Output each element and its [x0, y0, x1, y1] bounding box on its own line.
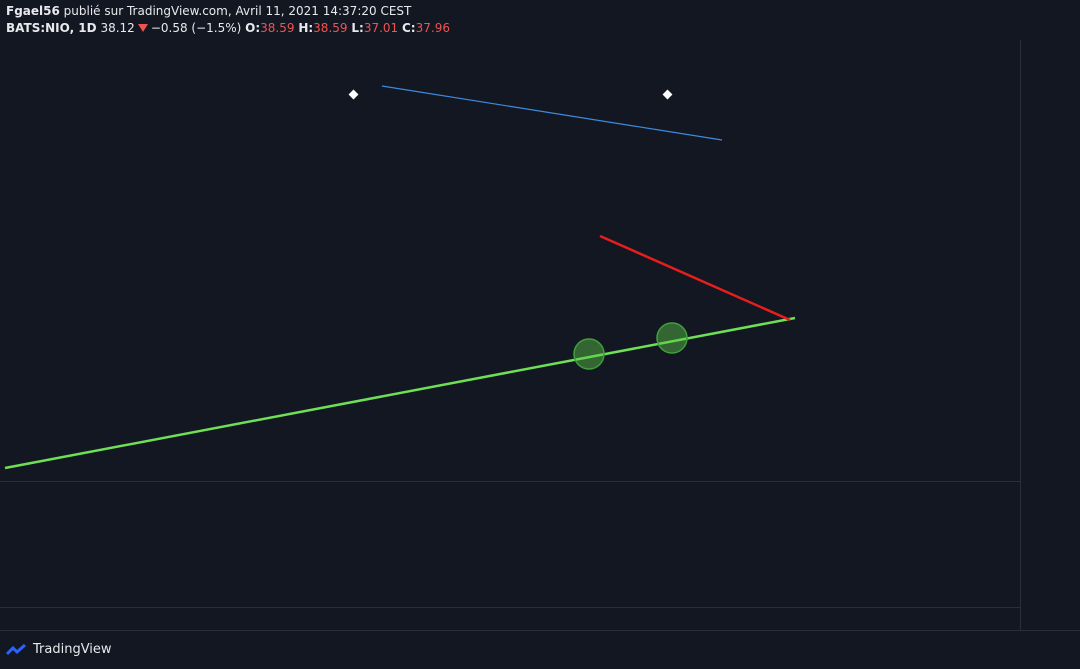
down-arrow — [137, 24, 148, 32]
high-label: H: — [298, 21, 314, 35]
header: Fgael56 publié sur TradingView.com, Avri… — [6, 3, 450, 37]
quote-line: BATS:NIO, 1D 38.12 −0.58 (−1.5%) O:38.59 … — [6, 20, 450, 37]
publish-line: Fgael56 publié sur TradingView.com, Avri… — [6, 3, 450, 20]
close-label: C: — [402, 21, 416, 35]
touch-circle — [573, 338, 605, 370]
brand: TradingView — [33, 642, 112, 657]
touch-circle — [656, 322, 688, 354]
change: −0.58 (−1.5%) — [150, 21, 242, 35]
low-label: L: — [351, 21, 364, 35]
diamond-marker — [662, 89, 673, 100]
support-trendline — [4, 316, 796, 470]
logo — [6, 643, 26, 655]
footer: TradingView — [6, 642, 112, 657]
diamond-marker — [348, 89, 359, 100]
price-axis-bg — [1020, 40, 1080, 630]
published: publié sur TradingView.com, Avril 11, 20… — [63, 4, 412, 18]
close-value: 37.96 — [415, 21, 450, 35]
resistance-trendline — [599, 234, 791, 322]
user: Fgael56 — [6, 4, 60, 18]
top-trendline — [381, 85, 723, 141]
open-label: O: — [245, 21, 261, 35]
symbol: BATS:NIO, 1D — [6, 21, 97, 35]
drawings — [4, 85, 796, 470]
low-value: 37.01 — [363, 21, 399, 35]
open-value: 38.59 — [260, 21, 295, 35]
high-value: 38.59 — [313, 21, 348, 35]
price: 38.12 — [100, 21, 135, 35]
